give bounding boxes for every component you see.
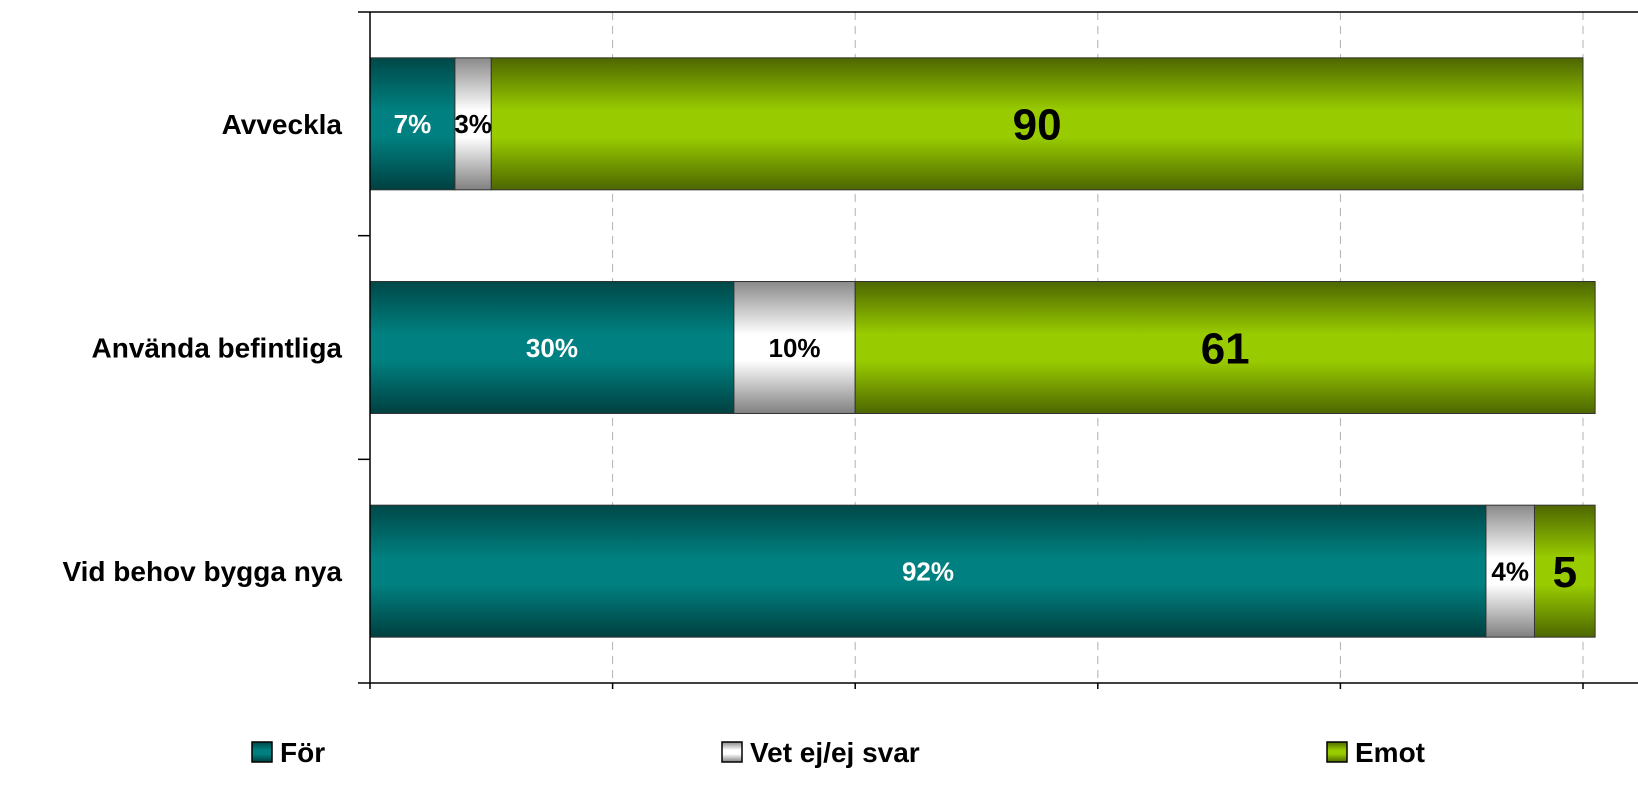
- bar-emot-avveckla: [490, 57, 1584, 191]
- bars-layer: [369, 57, 1596, 638]
- data-label-vet-ej-ej-svar-anvanda-befintliga: 10%: [769, 333, 821, 363]
- category-label-vid-behov-bygga-nya: Vid behov bygga nya: [62, 556, 342, 587]
- grid-layer: [370, 11, 1638, 683]
- legend: För Vet ej/ej svar Emot: [251, 737, 1425, 768]
- data-label-emot-anvanda-befintliga: 61: [1201, 324, 1250, 373]
- data-label-vet-ej-ej-svar-vid-behov-bygga-nya: 4%: [1491, 557, 1529, 587]
- legend-label-emot: Emot: [1355, 737, 1425, 768]
- legend-item-for: För: [251, 737, 325, 768]
- labels-layer: Avveckla 7% 3% 90 Använda befintliga 30% 10% 61…: [62, 101, 1577, 597]
- axis-layer: [358, 11, 1638, 689]
- data-label-for-avveckla: 7%: [394, 109, 432, 139]
- category-label-avveckla: Avveckla: [222, 109, 343, 140]
- legend-swatch-vet-ej-ej-svar: [721, 741, 743, 763]
- category-label-anvanda-befintliga: Använda befintliga: [92, 333, 343, 364]
- bar-emot-vid-behov-bygga-nya: [1533, 504, 1596, 638]
- data-label-for-vid-behov-bygga-nya: 92%: [902, 557, 954, 587]
- legend-item-emot: Emot: [1326, 737, 1425, 768]
- bar-for-avveckla: [369, 57, 456, 191]
- bar-vet-ej-ej-svar-vid-behov-bygga-nya: [1485, 504, 1535, 638]
- bar-vet-ej-ej-svar-avveckla: [454, 57, 492, 191]
- legend-label-vet-ej-ej-svar: Vet ej/ej svar: [750, 737, 920, 768]
- legend-label-for: För: [280, 737, 325, 768]
- data-label-for-anvanda-befintliga: 30%: [526, 333, 578, 363]
- data-label-emot-vid-behov-bygga-nya: 5: [1553, 548, 1577, 597]
- bar-emot-anvanda-befintliga: [854, 281, 1596, 414]
- data-label-emot-avveckla: 90: [1013, 101, 1062, 150]
- legend-swatch-for: [251, 741, 273, 763]
- legend-swatch-emot: [1326, 741, 1348, 763]
- legend-item-vet-ej-ej-svar: Vet ej/ej svar: [721, 737, 920, 768]
- bar-for-vid-behov-bygga-nya: [369, 504, 1487, 638]
- bar-for-anvanda-befintliga: [369, 281, 735, 414]
- data-label-vet-ej-ej-svar-avveckla: 3%: [454, 109, 492, 139]
